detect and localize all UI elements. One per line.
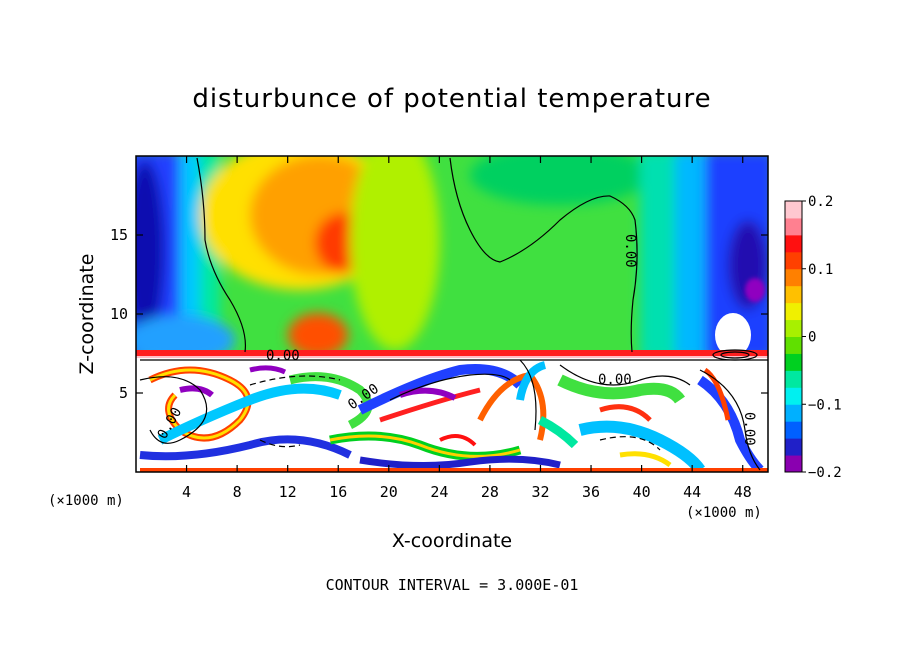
contour-right-cluster-inner (720, 351, 750, 359)
contour-lower-6 (699, 369, 761, 471)
x-tick-label: 4 (182, 483, 191, 501)
x-tick-label: 12 (279, 483, 297, 501)
colorbar-swatch (785, 268, 802, 287)
colorbar-swatch (785, 251, 802, 270)
colorbar-tick-label: −0.1 (808, 397, 842, 413)
x-tick-label: 44 (683, 483, 701, 501)
x-axis: 4 8 12 16 20 24 28 32 36 40 44 48 (182, 156, 752, 501)
colorbar-swatch (785, 217, 802, 236)
contour-lower-3 (389, 373, 511, 401)
chart-title: disturbunce of potential temperature (192, 84, 712, 114)
field-right-purple (745, 278, 765, 302)
x-tick-label: 24 (430, 483, 448, 501)
colorbar-swatch (785, 234, 802, 253)
contour-lower-1 (139, 376, 208, 444)
contour-label: 0.00 (598, 372, 632, 388)
colorbar-swatch (785, 421, 802, 439)
colorbar-tick-label: 0 (808, 330, 816, 346)
heatmap-field: 0.00 0.00 0.00 0.00 0.00 0.00 (136, 156, 768, 472)
field-right-green (470, 156, 650, 205)
contour-zero-left (196, 157, 247, 353)
colorbar-swatch (785, 455, 802, 473)
contour-lower-7 (599, 436, 661, 451)
field-left-cyan (180, 156, 202, 360)
colorbar-swatch (785, 404, 802, 422)
colorbar-swatch (785, 438, 802, 456)
colorbar-swatch (785, 319, 802, 337)
x-tick-label: 36 (582, 483, 600, 501)
y-tick-label: 5 (119, 384, 128, 402)
colorbar-tick-label: −0.2 (808, 465, 842, 481)
colorbar: 0.2 0.1 0 −0.1 −0.2 (784, 194, 842, 481)
field-right-white (715, 313, 751, 357)
x-axis-title: X-coordinate (392, 530, 512, 552)
field-left-deepblue (136, 160, 165, 340)
contour-lower-5 (559, 364, 691, 386)
x-unit-left: (×1000 m) (48, 493, 124, 509)
colorbar-tick-label: 0.2 (808, 194, 833, 210)
y-tick-label: 10 (110, 305, 128, 323)
colorbar-tick-label: 0.1 (808, 262, 833, 278)
contour-interval-note: CONTOUR INTERVAL = 3.000E-01 (325, 576, 579, 594)
colorbar-swatch (785, 353, 802, 371)
field-right-cyan (675, 156, 710, 360)
interface-red-band (136, 350, 768, 358)
colorbar-swatch (785, 302, 802, 321)
contour-lines (139, 157, 768, 471)
x-tick-label: 16 (329, 483, 347, 501)
contour-lower-2 (249, 375, 341, 386)
colorbar-swatch (785, 285, 802, 304)
y-axis-title: Z-coordinate (76, 254, 98, 375)
contour-label: 0.00 (622, 234, 638, 268)
x-tick-label: 32 (531, 483, 549, 501)
x-unit-right: (×1000 m) (686, 505, 762, 521)
contour-zero-right (449, 157, 638, 353)
y-tick-label: 15 (110, 226, 128, 244)
contour-right-cluster (712, 349, 758, 361)
field-warm-low (288, 313, 348, 357)
x-tick-label: 20 (380, 483, 398, 501)
colorbar-swatch (785, 387, 802, 405)
contour-lower-4 (519, 359, 537, 431)
lower-turbulent-structures (139, 361, 768, 472)
x-tick-label: 48 (734, 483, 752, 501)
contour-label: 0.00 (266, 348, 300, 364)
field-right-aqua (640, 156, 680, 360)
y-axis: 5 10 15 (110, 226, 768, 402)
colorbar-swatch (785, 201, 802, 219)
colorbar-swatch (785, 336, 802, 354)
field-yellowgreen (350, 156, 440, 350)
contour-label: 0.00 (741, 412, 757, 446)
x-tick-label: 8 (233, 483, 242, 501)
x-tick-label: 40 (633, 483, 651, 501)
colorbar-swatch (785, 370, 802, 388)
contour-lower-8 (259, 439, 301, 448)
x-tick-label: 28 (481, 483, 499, 501)
